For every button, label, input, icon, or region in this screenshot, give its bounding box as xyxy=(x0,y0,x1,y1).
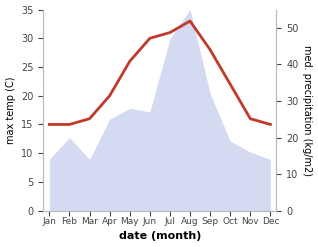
Y-axis label: med. precipitation (kg/m2): med. precipitation (kg/m2) xyxy=(302,45,313,176)
Y-axis label: max temp (C): max temp (C) xyxy=(5,76,16,144)
X-axis label: date (month): date (month) xyxy=(119,231,201,242)
